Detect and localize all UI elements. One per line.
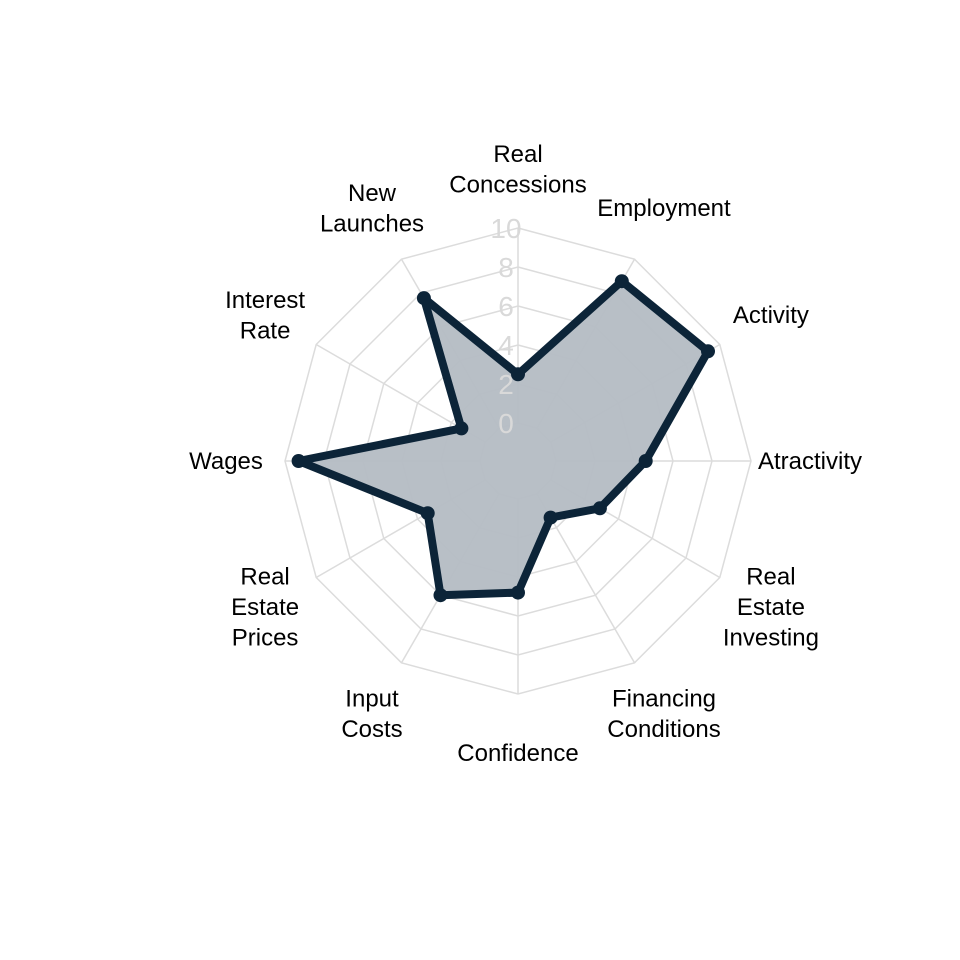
data-point-0 <box>511 367 525 382</box>
category-label: Activity <box>733 302 809 329</box>
radial-tick-label: 6 <box>498 291 514 322</box>
radar-series <box>291 274 715 603</box>
category-labels: Real Concessions Employment Activity Atracti… <box>189 141 862 767</box>
data-point-10 <box>454 421 469 436</box>
data-point-9 <box>291 454 306 468</box>
data-point-11 <box>416 291 431 306</box>
radial-tick-label: 8 <box>498 252 514 283</box>
category-label: Wages <box>189 448 263 475</box>
radial-tick-label: 0 <box>498 408 514 439</box>
category-label: Atractivity <box>758 448 862 475</box>
data-point-4 <box>592 501 607 516</box>
data-point-2 <box>701 344 715 359</box>
category-label: Real Estate Investing <box>723 564 819 652</box>
category-label: New Launches <box>320 180 424 238</box>
data-point-7 <box>433 588 448 603</box>
radial-tick-label: 4 <box>498 330 514 361</box>
radial-tick-label: 2 <box>498 369 514 400</box>
data-point-1 <box>614 274 629 289</box>
radial-tick-labels: 0 2 4 6 8 10 <box>490 213 521 439</box>
category-label: Real Concessions <box>449 141 586 199</box>
data-point-8 <box>420 506 435 521</box>
data-point-6 <box>511 585 525 600</box>
category-label: Confidence <box>457 740 578 767</box>
category-label: Financing Conditions <box>607 686 720 744</box>
category-label: Real Estate Prices <box>231 564 299 652</box>
category-label: Employment <box>597 195 731 222</box>
category-label: Interest Rate <box>225 287 305 345</box>
data-point-3 <box>638 454 653 468</box>
radial-tick-label: 10 <box>490 213 521 244</box>
data-point-5 <box>543 510 558 525</box>
category-label: Input Costs <box>341 686 402 744</box>
